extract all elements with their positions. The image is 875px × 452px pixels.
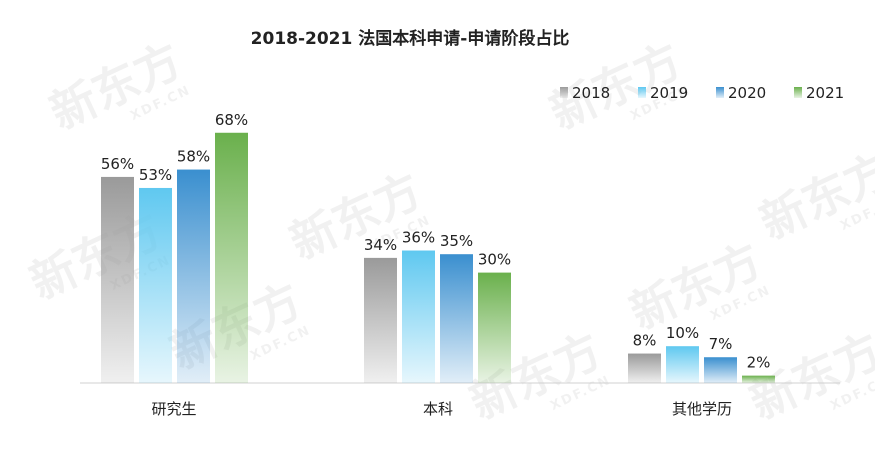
- legend-swatch: [638, 87, 646, 98]
- legend-label: 2018: [572, 84, 610, 102]
- bar: [101, 176, 134, 383]
- bar: [478, 272, 511, 383]
- bar: [704, 357, 737, 383]
- data-label: 8%: [633, 332, 657, 350]
- data-label: 2%: [747, 354, 771, 372]
- bars-group: 56% 53% 58% 68% 34% 36% 35% 30% 8% 10% 7% 2%: [101, 111, 775, 383]
- data-label: 53%: [139, 166, 172, 184]
- bar: [402, 250, 435, 383]
- category-label: 本科: [423, 400, 453, 418]
- bar: [666, 346, 699, 383]
- data-label: 56%: [101, 155, 134, 173]
- bar: [139, 187, 172, 383]
- category-label: 研究生: [151, 400, 196, 418]
- legend-label: 2019: [650, 84, 688, 102]
- data-label: 7%: [709, 335, 733, 353]
- legend-label: 2021: [806, 84, 844, 102]
- bar: [742, 375, 775, 383]
- watermark-text: 新东方: [42, 33, 190, 140]
- bar: [215, 132, 248, 383]
- chart-title: 2018-2021 法国本科申请-申请阶段占比: [251, 28, 570, 49]
- watermark-text: 新东方: [752, 143, 875, 250]
- bar: [440, 254, 473, 383]
- bar: [177, 169, 210, 383]
- category-label: 其他学历: [672, 400, 732, 418]
- legend-swatch: [716, 87, 724, 98]
- data-label: 68%: [215, 111, 248, 129]
- data-label: 34%: [364, 236, 397, 254]
- legend: 2018 2019 2020 2021: [560, 84, 844, 102]
- legend-swatch: [560, 87, 568, 98]
- data-label: 58%: [177, 148, 210, 166]
- data-label: 36%: [402, 229, 435, 247]
- data-label: 30%: [478, 251, 511, 269]
- category-labels: 研究生 本科 其他学历: [151, 400, 732, 418]
- bar: [364, 257, 397, 383]
- bar: [628, 353, 661, 383]
- legend-label: 2020: [728, 84, 766, 102]
- data-label: 10%: [666, 324, 699, 342]
- data-label: 35%: [440, 232, 473, 250]
- legend-swatch: [794, 87, 802, 98]
